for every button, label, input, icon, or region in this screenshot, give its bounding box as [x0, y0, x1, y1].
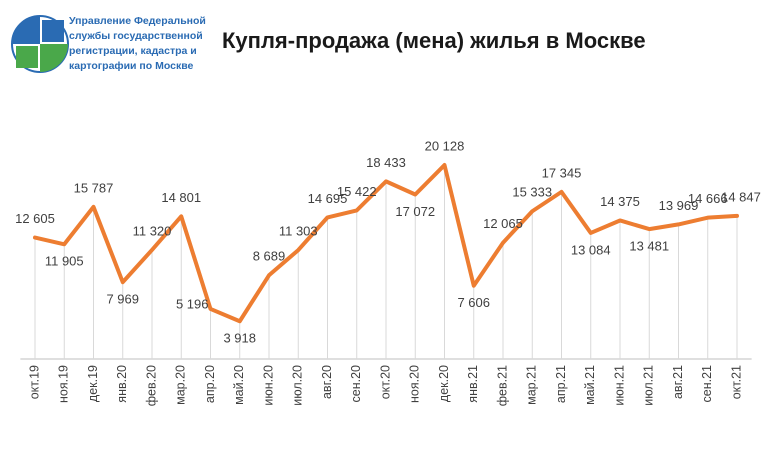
x-tick-label: ноя.20: [408, 365, 422, 403]
x-tick-label: май.21: [583, 365, 597, 405]
data-label: 11 905: [45, 254, 84, 269]
data-label: 11 320: [133, 223, 172, 238]
x-tick-label: авг.21: [671, 365, 685, 399]
x-tick-label: июн.21: [612, 365, 626, 406]
data-label: 15 787: [74, 180, 114, 195]
logo: [11, 15, 69, 73]
data-label: 14 695: [308, 191, 348, 206]
x-tick-label: июл.20: [291, 365, 305, 406]
data-label: 11 303: [279, 224, 318, 239]
x-tick-label: сен.20: [349, 365, 363, 403]
org-name: Управление Федеральной: [69, 15, 206, 27]
data-label: 14 847: [721, 189, 761, 204]
org-name: регистрации, кадастра и: [69, 45, 197, 57]
data-label: 14 375: [600, 194, 640, 209]
x-tick-label: июл.21: [642, 365, 656, 406]
x-tick-label: июн.20: [261, 365, 275, 406]
x-tick-label: апр.21: [554, 365, 568, 403]
data-label: 8 689: [253, 249, 286, 264]
data-label: 14 666: [688, 191, 728, 206]
data-label: 13 481: [629, 239, 669, 254]
x-tick-label: окт.21: [729, 365, 743, 399]
x-tick-label: авг.20: [320, 365, 334, 399]
data-label: 15 333: [512, 185, 552, 200]
x-tick-label: окт.20: [378, 365, 392, 399]
x-tick-label: дек.19: [86, 365, 100, 402]
data-label: 13 084: [571, 242, 611, 257]
org-name: службы государственной: [69, 30, 203, 42]
x-tick-label: апр.20: [203, 365, 217, 403]
x-tick-label: мар.21: [525, 365, 539, 405]
org-name: картографии по Москве: [69, 60, 194, 72]
x-tick-label: окт.19: [27, 365, 41, 399]
data-label: 7 969: [106, 292, 139, 307]
x-tick-label: ноя.19: [57, 365, 71, 403]
x-tick-label: май.20: [232, 365, 246, 405]
data-label: 15 422: [337, 184, 377, 199]
data-label: 17 345: [542, 165, 582, 180]
data-label: 18 433: [366, 155, 406, 170]
data-label: 12 065: [483, 216, 523, 231]
x-tick-label: янв.20: [115, 365, 129, 403]
x-tick-label: мар.20: [174, 365, 188, 405]
data-label: 14 801: [161, 190, 201, 205]
data-label: 7 606: [457, 295, 490, 310]
line: [33, 163, 739, 324]
x-tick-label: фев.20: [144, 365, 158, 406]
data-label: 5 196: [176, 296, 209, 311]
x-tick-label: янв.21: [466, 365, 480, 403]
data-label: 17 072: [395, 204, 435, 219]
data-label: 12 605: [15, 211, 55, 226]
data-label: 3 918: [223, 331, 256, 346]
x-tick-label: фев.21: [495, 365, 509, 406]
data-label: 20 128: [425, 138, 465, 153]
data-label: 13 969: [659, 198, 699, 213]
chart-title: Купля-продажа (мена) жилья в Москве: [222, 28, 646, 53]
x-tick-label: дек.20: [437, 365, 451, 402]
x-tick-label: сен.21: [700, 365, 714, 403]
